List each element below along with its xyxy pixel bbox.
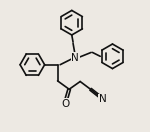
Text: N: N: [99, 94, 107, 104]
Text: N: N: [71, 53, 79, 63]
Text: O: O: [61, 99, 69, 109]
